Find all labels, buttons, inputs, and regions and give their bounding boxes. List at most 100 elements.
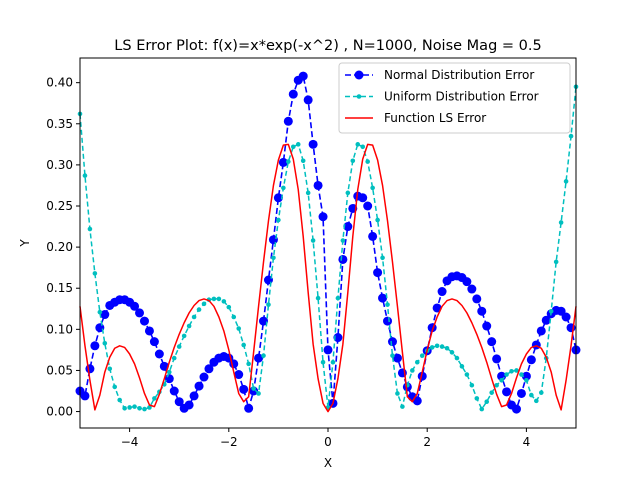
y-tick-label: 0.05 bbox=[46, 363, 73, 377]
data-point bbox=[130, 301, 140, 311]
data-point bbox=[343, 222, 353, 232]
data-point bbox=[144, 326, 154, 336]
x-axis-label: X bbox=[324, 456, 332, 470]
data-point bbox=[261, 353, 266, 358]
data-point bbox=[553, 259, 559, 265]
data-point bbox=[499, 378, 504, 383]
data-point bbox=[360, 144, 366, 150]
data-point bbox=[244, 403, 254, 413]
data-point bbox=[97, 309, 103, 315]
data-point bbox=[290, 144, 296, 150]
data-point bbox=[449, 350, 455, 355]
data-point bbox=[117, 397, 122, 403]
data-point bbox=[444, 345, 450, 351]
y-axis-label: Y bbox=[18, 239, 32, 248]
x-tick-label: 4 bbox=[523, 435, 531, 449]
data-point bbox=[558, 220, 564, 225]
data-point bbox=[318, 212, 328, 222]
data-point bbox=[464, 372, 470, 377]
data-point bbox=[419, 353, 425, 358]
data-point bbox=[519, 372, 524, 377]
data-point bbox=[454, 355, 460, 361]
data-point bbox=[383, 316, 393, 326]
data-point bbox=[189, 391, 199, 401]
legend-entry-2: Function LS Error bbox=[345, 111, 486, 125]
data-point bbox=[380, 255, 385, 261]
data-point bbox=[373, 268, 383, 278]
data-point bbox=[467, 284, 477, 294]
data-point bbox=[561, 312, 571, 322]
data-point bbox=[365, 159, 370, 164]
chart-title: LS Error Plot: f(x)=x*exp(-x^2) , N=1000… bbox=[114, 38, 541, 54]
data-point bbox=[320, 359, 326, 365]
data-point bbox=[142, 406, 147, 412]
data-point bbox=[432, 303, 442, 313]
data-point bbox=[236, 326, 242, 331]
data-point bbox=[541, 315, 551, 325]
y-tick-label: 0.15 bbox=[46, 281, 73, 295]
data-point bbox=[149, 337, 159, 347]
data-point bbox=[181, 333, 187, 339]
data-point bbox=[355, 142, 361, 147]
data-point bbox=[132, 404, 137, 409]
data-point bbox=[437, 287, 447, 297]
data-point bbox=[534, 398, 539, 404]
data-point bbox=[87, 226, 93, 232]
data-point bbox=[514, 368, 519, 373]
data-point bbox=[477, 306, 487, 316]
data-point bbox=[226, 304, 232, 310]
data-point bbox=[204, 364, 214, 374]
data-point bbox=[80, 391, 90, 401]
data-point bbox=[462, 277, 472, 287]
data-point bbox=[107, 366, 113, 372]
data-point bbox=[363, 201, 373, 211]
data-point bbox=[492, 354, 502, 364]
data-point bbox=[85, 364, 95, 374]
legend-box bbox=[338, 62, 571, 134]
data-point bbox=[100, 310, 110, 320]
data-point bbox=[308, 139, 318, 149]
data-point bbox=[259, 316, 269, 326]
data-point bbox=[102, 341, 108, 346]
x-tick-label: 2 bbox=[423, 435, 431, 449]
data-point bbox=[273, 193, 283, 203]
legend-swatch-marker bbox=[354, 70, 364, 80]
series-1 bbox=[77, 84, 579, 412]
data-point bbox=[305, 190, 311, 196]
ticks-layer: −4 −2 0 2 4 0.00 0.05 0.10 0.15 0.20 0.25 0.30 0.35 0… bbox=[46, 76, 530, 449]
data-point bbox=[139, 316, 149, 326]
data-point bbox=[152, 396, 157, 401]
data-point bbox=[489, 390, 494, 395]
data-point bbox=[171, 355, 177, 361]
data-point bbox=[221, 299, 227, 304]
data-point bbox=[563, 179, 569, 184]
data-point bbox=[159, 361, 169, 371]
data-point bbox=[474, 396, 480, 401]
data-point bbox=[231, 314, 237, 320]
data-point bbox=[239, 384, 249, 394]
y-tick-label: 0.00 bbox=[46, 405, 73, 419]
data-point bbox=[82, 173, 88, 178]
legend-entries: Normal Distribution Error Uniform Distrib… bbox=[345, 68, 539, 125]
data-point bbox=[392, 353, 402, 363]
data-point bbox=[271, 255, 276, 261]
data-point bbox=[112, 384, 118, 390]
y-tick-label: 0.20 bbox=[46, 240, 73, 254]
legend: Normal Distribution Error Uniform Distrib… bbox=[338, 62, 571, 134]
legend-swatch-marker bbox=[356, 94, 362, 99]
data-point bbox=[278, 157, 288, 167]
data-point bbox=[395, 391, 400, 396]
data-point bbox=[169, 386, 179, 396]
data-point bbox=[295, 142, 301, 147]
data-point bbox=[194, 381, 204, 391]
data-point bbox=[434, 343, 440, 349]
data-point bbox=[378, 293, 388, 303]
data-point bbox=[251, 386, 256, 391]
legend-entry-1: Uniform Distribution Error bbox=[345, 90, 539, 104]
series-2 bbox=[79, 143, 577, 413]
data-point bbox=[246, 361, 251, 367]
data-point bbox=[370, 185, 375, 191]
data-point bbox=[538, 390, 544, 395]
data-point bbox=[504, 372, 509, 377]
data-point bbox=[387, 337, 397, 347]
